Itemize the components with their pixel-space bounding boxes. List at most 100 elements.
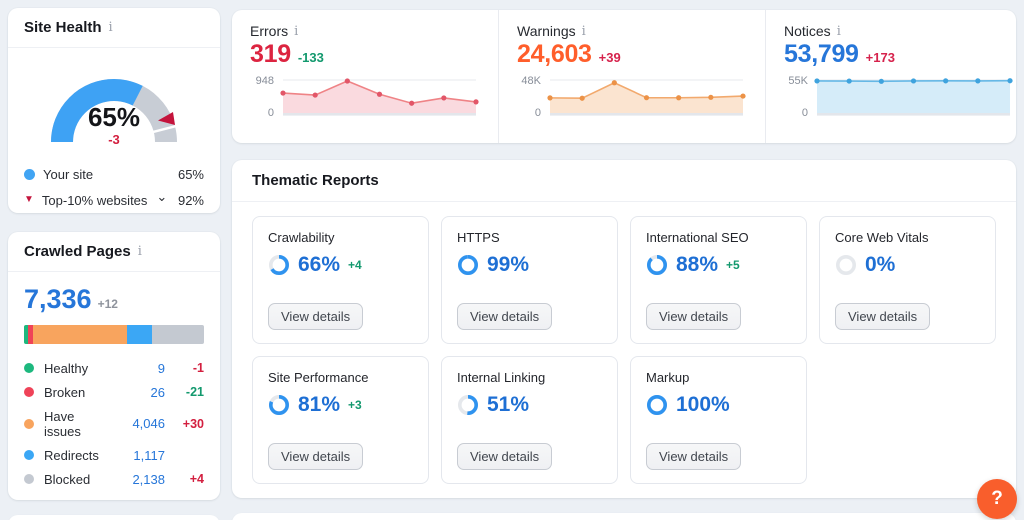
- info-icon[interactable]: i: [294, 23, 299, 39]
- thematic-card-name: International SEO: [646, 230, 749, 245]
- view-details-button[interactable]: View details: [268, 443, 364, 470]
- view-details-button[interactable]: View details: [268, 303, 364, 330]
- thematic-reports-title: Thematic Reports: [252, 172, 379, 189]
- bar-segment: [24, 325, 28, 344]
- info-icon[interactable]: i: [836, 23, 841, 39]
- site-health-legend: Your site 65% ▼ Top-10% websites ⌄ 92%: [8, 158, 220, 223]
- category-dot-icon: [24, 474, 34, 484]
- metric-label: Errors: [250, 23, 289, 39]
- crawled-pages-card: Crawled Pages i 7,336 +12 Healthy 9 -1 Brok…: [8, 232, 220, 500]
- thematic-card-site-performance: Site Performance 81% +3 View details: [252, 356, 429, 484]
- chevron-down-icon[interactable]: ⌄: [156, 189, 168, 204]
- category-value: 4,046: [132, 416, 165, 431]
- y-axis-zero-label: 0: [534, 107, 541, 119]
- category-label: Blocked: [44, 471, 91, 487]
- score-percent: 100%: [676, 393, 730, 416]
- crawled-pages-legend-row[interactable]: Redirects 1,117: [24, 443, 204, 467]
- score-percent: 88%: [676, 253, 719, 276]
- score-delta: +3: [348, 398, 362, 412]
- metric-label: Notices: [784, 23, 831, 39]
- site-health-card: Site Health i 65% -3 Your site 65% ▼ Top-10…: [8, 8, 220, 213]
- partial-card: [232, 513, 1016, 520]
- gauge-value: 65%: [87, 102, 141, 132]
- bar-segment: [126, 325, 152, 344]
- site-health-legend-row: Your site 65%: [24, 162, 204, 187]
- category-value: 1,117: [133, 447, 165, 463]
- thematic-reports-header: Thematic Reports: [232, 160, 1016, 202]
- score-donut-icon: [836, 255, 856, 275]
- legend-value: 65%: [177, 167, 204, 182]
- your-site-dot-icon: [24, 169, 35, 180]
- metric-value: 319: [250, 40, 291, 68]
- crawled-pages-legend-row[interactable]: Broken 26 -21: [24, 380, 204, 404]
- category-dot-icon: [24, 450, 34, 460]
- category-delta: -1: [192, 361, 204, 375]
- category-dot-icon: [24, 387, 34, 397]
- metric-delta: +173: [865, 50, 895, 65]
- crawled-pages-legend-row[interactable]: Have issues 4,046 +30: [24, 404, 204, 443]
- benchmark-marker-icon: [158, 112, 175, 125]
- benchmark-triangle-icon: ▼: [24, 194, 34, 205]
- category-value: 26: [150, 384, 165, 400]
- thematic-card-crawlability: Crawlability 66% +4 View details: [252, 216, 429, 344]
- view-details-button[interactable]: View details: [646, 303, 742, 330]
- category-label: Healthy: [44, 360, 89, 376]
- bar-segment: [151, 325, 204, 344]
- metric-sparkline: 55K 0: [784, 73, 1014, 121]
- metric-value: 24,603: [517, 40, 592, 68]
- crawled-pages-total: 7,336: [24, 284, 92, 314]
- score-percent: 51%: [487, 393, 530, 416]
- info-icon[interactable]: i: [108, 20, 113, 35]
- thematic-card-name: Internal Linking: [457, 370, 546, 385]
- view-details-button[interactable]: View details: [457, 443, 553, 470]
- metric-notices: Notices i 53,799 +173 55K 0: [765, 10, 1024, 143]
- site-health-title: Site Health: [24, 19, 102, 36]
- thematic-card-international-seo: International SEO 88% +5 View details: [630, 216, 807, 344]
- crawled-pages-stacked-bar: [24, 325, 204, 344]
- site-health-gauge: 65% -3: [34, 58, 194, 156]
- category-delta: +30: [182, 416, 204, 431]
- score-donut-icon: [647, 395, 667, 415]
- thematic-card-name: HTTPS: [457, 230, 500, 245]
- view-details-button[interactable]: View details: [457, 303, 553, 330]
- gauge-arc: [51, 79, 177, 143]
- thematic-card-core-web-vitals: Core Web Vitals 0% View details: [819, 216, 996, 344]
- y-axis-zero-label: 0: [267, 107, 274, 119]
- sparkline-chart: [814, 78, 1013, 116]
- thematic-reports-panel: Thematic Reports Crawlability 66% +4 View d…: [232, 160, 1016, 498]
- crawled-pages-total-delta: +12: [97, 297, 118, 311]
- metric-delta: -133: [297, 50, 324, 65]
- legend-label: Top-10% websites: [41, 192, 148, 208]
- crawled-pages-title: Crawled Pages: [24, 243, 131, 260]
- crawled-pages-header: Crawled Pages i: [8, 232, 220, 272]
- metric-sparkline: 48K 0: [517, 73, 747, 121]
- y-axis-max-label: 55K: [788, 75, 808, 87]
- category-label: Have issues: [44, 408, 81, 439]
- metric-value: 53,799: [784, 40, 859, 68]
- view-details-button[interactable]: View details: [646, 443, 742, 470]
- overview-metrics-panel: Errors i 319 -133 948 0 Warnings i 24,603 +39 48K…: [232, 10, 1016, 143]
- crawled-pages-legend-row[interactable]: Healthy 9 -1: [24, 356, 204, 380]
- score-percent: 66%: [298, 253, 341, 276]
- crawled-pages-total-row: 7,336 +12: [8, 272, 220, 317]
- help-button[interactable]: ?: [977, 479, 1017, 519]
- site-health-legend-row[interactable]: ▼ Top-10% websites ⌄ 92%: [24, 187, 204, 213]
- score-percent: 99%: [487, 253, 530, 276]
- info-icon[interactable]: i: [581, 23, 586, 39]
- info-icon[interactable]: i: [137, 244, 142, 259]
- category-value: 2,138: [132, 471, 165, 487]
- legend-value: 92%: [177, 192, 204, 208]
- thematic-card-https: HTTPS 99% View details: [441, 216, 618, 344]
- score-donut-icon: [269, 395, 289, 415]
- bar-segment: [27, 325, 34, 344]
- thematic-card-internal-linking: Internal Linking 51% View details: [441, 356, 618, 484]
- score-donut-icon: [458, 395, 478, 415]
- gauge-delta: -3: [108, 132, 120, 147]
- crawled-pages-legend-row[interactable]: Blocked 2,138 +4: [24, 467, 204, 491]
- category-dot-icon: [24, 418, 34, 429]
- metric-delta: +39: [598, 50, 621, 65]
- crawled-pages-legend: Healthy 9 -1 Broken 26 -21 Have issues 4,046 +30…: [8, 354, 220, 501]
- view-details-button[interactable]: View details: [835, 303, 931, 330]
- partial-card: [8, 515, 220, 520]
- thematic-reports-grid: Crawlability 66% +4 View details HTTPS 99% Vie…: [232, 202, 1016, 498]
